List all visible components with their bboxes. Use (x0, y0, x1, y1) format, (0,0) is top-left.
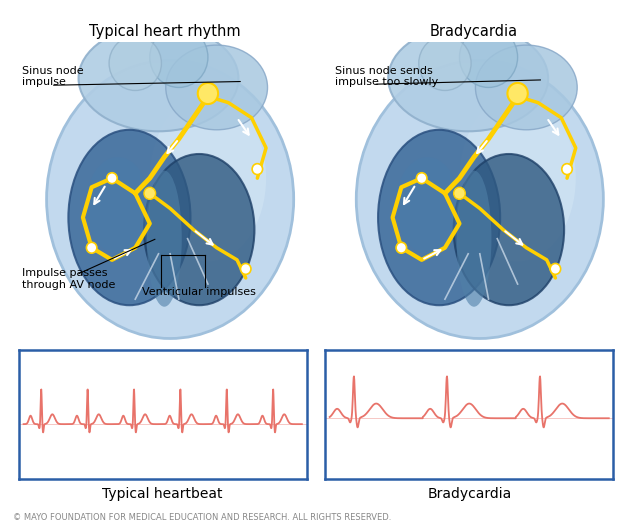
Text: Bradycardia: Bradycardia (430, 24, 518, 39)
Circle shape (416, 173, 427, 184)
X-axis label: Bradycardia: Bradycardia (427, 487, 511, 501)
Ellipse shape (147, 170, 182, 307)
Circle shape (562, 164, 572, 175)
X-axis label: Typical heartbeat: Typical heartbeat (102, 487, 223, 501)
Text: Impulse passes
through AV node: Impulse passes through AV node (22, 268, 116, 290)
Ellipse shape (78, 25, 238, 132)
Ellipse shape (454, 154, 564, 305)
Circle shape (144, 187, 155, 199)
Circle shape (107, 173, 117, 184)
Text: Sinus node sends
impulse too slowly: Sinus node sends impulse too slowly (335, 66, 438, 87)
Ellipse shape (475, 45, 577, 130)
Ellipse shape (456, 170, 492, 307)
Ellipse shape (459, 27, 518, 87)
Circle shape (454, 187, 465, 199)
Ellipse shape (166, 45, 267, 130)
Ellipse shape (459, 95, 576, 261)
Ellipse shape (419, 36, 471, 90)
Circle shape (87, 242, 97, 253)
Ellipse shape (144, 154, 255, 305)
Circle shape (550, 264, 561, 275)
Text: Sinus node
impulse: Sinus node impulse (22, 66, 84, 87)
Text: Ventricular impulses: Ventricular impulses (142, 287, 256, 297)
Ellipse shape (68, 130, 190, 305)
Circle shape (198, 83, 218, 104)
Ellipse shape (150, 95, 266, 261)
Circle shape (507, 83, 528, 104)
Text: Typical heart rhythm: Typical heart rhythm (88, 24, 240, 39)
Ellipse shape (109, 36, 161, 90)
Ellipse shape (86, 157, 150, 254)
Text: © MAYO FOUNDATION FOR MEDICAL EDUCATION AND RESEARCH. ALL RIGHTS RESERVED.: © MAYO FOUNDATION FOR MEDICAL EDUCATION … (13, 513, 391, 522)
Ellipse shape (388, 25, 548, 132)
Ellipse shape (356, 60, 604, 339)
Circle shape (396, 242, 406, 253)
Circle shape (252, 164, 262, 175)
Ellipse shape (150, 27, 208, 87)
Circle shape (241, 264, 251, 275)
Ellipse shape (396, 157, 459, 254)
Ellipse shape (47, 60, 294, 339)
Ellipse shape (378, 130, 500, 305)
